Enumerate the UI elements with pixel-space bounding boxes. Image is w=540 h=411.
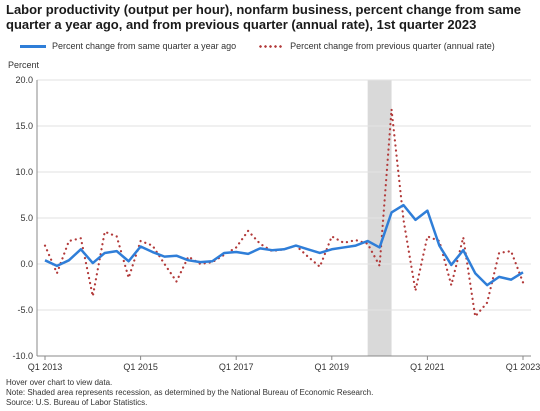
series-previous-quarter-line[interactable] (43, 109, 525, 319)
year-ago-point[interactable] (484, 282, 490, 288)
year-ago-point[interactable] (245, 251, 251, 257)
previous-quarter-point[interactable] (162, 261, 168, 267)
previous-quarter-point[interactable] (317, 264, 323, 270)
recession-note: Note: Shaded area represents recession, … (6, 388, 374, 397)
source-note: Source: U.S. Bureau of Labor Statistics. (6, 398, 148, 407)
previous-quarter-point[interactable] (520, 279, 526, 285)
year-ago-point[interactable] (305, 246, 311, 252)
previous-quarter-point[interactable] (341, 240, 347, 246)
x-tick-label: Q1 2019 (315, 362, 350, 372)
legend-swatch-solid-line (20, 44, 46, 48)
y-tick-label: 5.0 (20, 213, 33, 223)
previous-quarter-point[interactable] (353, 237, 359, 243)
previous-quarter-point[interactable] (424, 233, 430, 239)
previous-quarter-point[interactable] (54, 270, 60, 276)
previous-quarter-point[interactable] (496, 250, 502, 256)
y-tick-label: -5.0 (17, 305, 33, 315)
previous-quarter-point[interactable] (245, 228, 251, 234)
previous-quarter-point[interactable] (508, 248, 514, 254)
legend-swatch-dotted-line (258, 44, 285, 48)
y-tick-label: 20.0 (15, 75, 33, 85)
year-ago-point[interactable] (173, 253, 179, 259)
previous-quarter-point[interactable] (305, 254, 311, 260)
previous-quarter-point[interactable] (460, 234, 466, 240)
x-tick-label: Q1 2017 (219, 362, 254, 372)
previous-quarter-point[interactable] (197, 261, 203, 267)
y-axis-label: Percent (8, 60, 40, 70)
previous-quarter-point[interactable] (269, 248, 275, 254)
previous-quarter-point[interactable] (401, 217, 407, 223)
legend-label-previous-quarter: Percent change from previous quarter (an… (290, 41, 495, 51)
previous-quarter-point[interactable] (42, 243, 48, 249)
previous-quarter-point[interactable] (66, 238, 72, 244)
previous-quarter-point[interactable] (185, 254, 191, 260)
year-ago-point[interactable] (496, 274, 502, 280)
y-tick-label: 15.0 (15, 121, 33, 131)
previous-quarter-point[interactable] (126, 275, 132, 281)
year-ago-point[interactable] (90, 260, 96, 266)
year-ago-point[interactable] (66, 257, 72, 263)
previous-quarter-point[interactable] (209, 259, 215, 265)
year-ago-point[interactable] (138, 244, 144, 250)
previous-quarter-point[interactable] (484, 300, 490, 306)
previous-quarter-point[interactable] (281, 246, 287, 252)
year-ago-point[interactable] (401, 202, 407, 208)
year-ago-point[interactable] (460, 247, 466, 253)
previous-quarter-point[interactable] (102, 229, 108, 235)
year-ago-point[interactable] (317, 250, 323, 256)
legend-item-year-ago[interactable]: Percent change from same quarter a year … (20, 41, 236, 51)
year-ago-point[interactable] (42, 257, 48, 263)
previous-quarter-point[interactable] (412, 288, 418, 294)
y-tick-label: 0.0 (20, 259, 33, 269)
previous-quarter-point[interactable] (365, 241, 371, 247)
year-ago-point[interactable] (54, 263, 60, 269)
year-ago-point[interactable] (412, 217, 418, 223)
year-ago-point[interactable] (520, 269, 526, 275)
y-tick-label: 10.0 (15, 167, 33, 177)
previous-quarter-point[interactable] (293, 243, 299, 249)
x-tick-label: Q1 2015 (123, 362, 158, 372)
previous-quarter-point[interactable] (472, 313, 478, 319)
previous-quarter-point[interactable] (377, 263, 383, 269)
previous-quarter-point[interactable] (173, 278, 179, 284)
year-ago-point[interactable] (162, 254, 168, 260)
year-ago-point[interactable] (78, 246, 84, 252)
year-ago-point[interactable] (329, 246, 335, 252)
previous-quarter-point[interactable] (90, 293, 96, 299)
year-ago-point[interactable] (126, 258, 132, 264)
series-year-ago-line[interactable] (44, 203, 524, 287)
previous-quarter-point[interactable] (329, 233, 335, 239)
year-ago-point[interactable] (150, 249, 156, 255)
chart-title: Labor productivity (output per hour), no… (6, 2, 522, 32)
chart-legend: Percent change from same quarter a year … (20, 39, 517, 53)
previous-quarter-point[interactable] (78, 235, 84, 241)
previous-quarter-point[interactable] (233, 244, 239, 250)
previous-quarter-point[interactable] (389, 106, 395, 112)
previous-quarter-point[interactable] (138, 238, 144, 244)
y-tick-label: -10.0 (12, 351, 33, 361)
legend-item-previous-quarter[interactable]: Percent change from previous quarter (an… (258, 41, 495, 51)
year-ago-point[interactable] (102, 250, 108, 256)
previous-quarter-point[interactable] (114, 233, 120, 239)
year-ago-point[interactable] (377, 244, 383, 250)
year-ago-point[interactable] (472, 270, 478, 276)
previous-quarter-point[interactable] (150, 243, 156, 249)
previous-quarter-point[interactable] (221, 252, 227, 258)
hover-hint: Hover over chart to view data. (6, 378, 113, 387)
year-ago-point[interactable] (448, 262, 454, 268)
chart-notes: Hover over chart to view data. Note: Sha… (6, 378, 373, 408)
previous-quarter-point[interactable] (448, 282, 454, 288)
year-ago-point[interactable] (389, 209, 395, 215)
x-tick-label: Q1 2021 (410, 362, 445, 372)
year-ago-point[interactable] (424, 208, 430, 214)
x-tick-label: Q1 2023 (506, 362, 540, 372)
legend-label-year-ago: Percent change from same quarter a year … (52, 41, 237, 51)
year-ago-point[interactable] (508, 277, 514, 283)
previous-quarter-point[interactable] (257, 241, 263, 247)
year-ago-point[interactable] (114, 248, 120, 254)
previous-quarter-point[interactable] (436, 238, 442, 244)
year-ago-point[interactable] (353, 243, 359, 249)
x-tick-label: Q1 2013 (28, 362, 63, 372)
